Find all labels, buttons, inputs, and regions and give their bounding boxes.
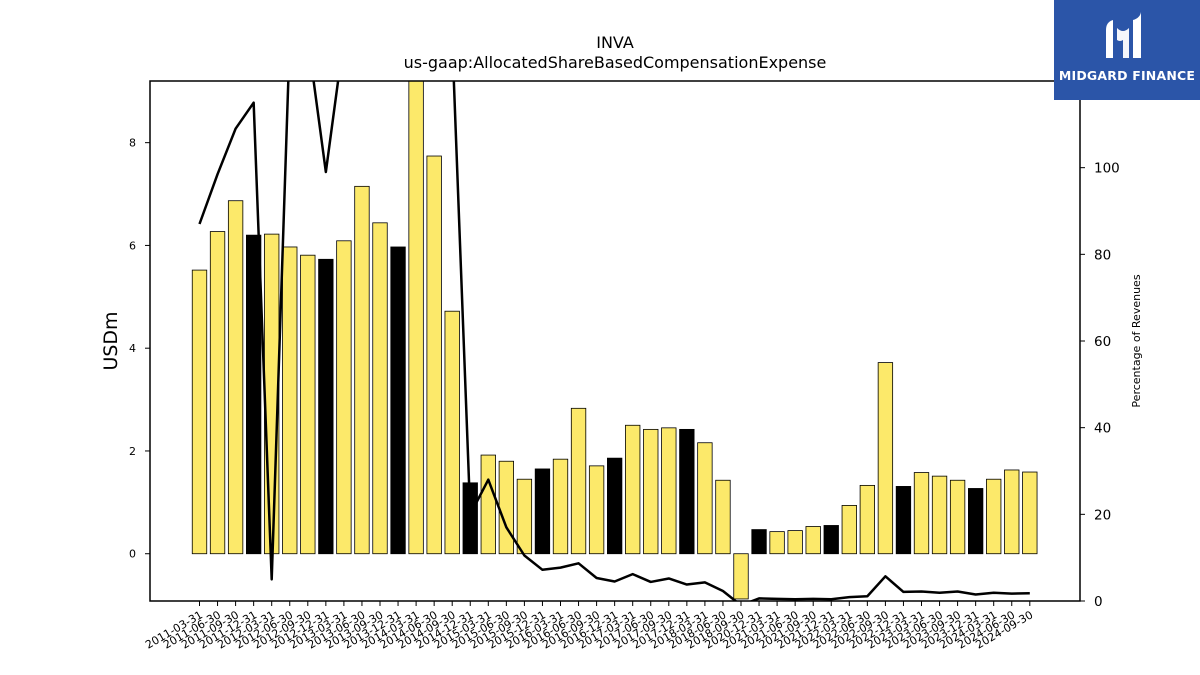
bar-2024-09-30: [1022, 471, 1038, 555]
bar-2018-09-30: [733, 553, 749, 600]
bar-2017-06-30: [643, 428, 659, 555]
bar-2014-09-30: [444, 310, 460, 555]
bar-2021-12-31: [823, 525, 839, 555]
bar-2022-06-30: [859, 484, 875, 555]
y2-tick-label: 60: [1094, 334, 1111, 350]
bar-2017-03-31: [625, 424, 641, 555]
bar-2015-12-31: [534, 468, 551, 555]
bar-2018-06-30: [715, 479, 731, 555]
logo-text: MIDGARD FINANCE: [1058, 68, 1196, 83]
y2-tick-label: 100: [1094, 161, 1120, 177]
bar-2015-03-31: [480, 454, 496, 555]
bar-2021-06-30: [787, 530, 803, 555]
bar-2023-09-30: [949, 479, 966, 555]
bar-2014-06-30: [426, 155, 442, 555]
y-axis-left: 0 2 4 6 8: [129, 137, 150, 561]
bar-2013-03-31: [336, 240, 352, 555]
y2-tick-label: 20: [1094, 507, 1111, 523]
y2-tick-label: 40: [1094, 421, 1111, 437]
y2-tick-label: 80: [1094, 247, 1111, 263]
y2-tick-label: 0: [1094, 594, 1103, 610]
line-series: [198, 81, 1030, 601]
bar-2016-12-31: [607, 457, 623, 555]
y-axis-label: USDm: [100, 311, 122, 370]
bar-2011-06-30: [209, 231, 226, 555]
bar-2021-03-31: [769, 531, 785, 555]
chart-title: INVA: [596, 33, 634, 52]
bar-2024-06-30: [1004, 469, 1020, 555]
bar-2022-03-31: [841, 505, 857, 555]
bar-2018-03-31: [697, 442, 713, 555]
midgard-logo-icon: [1106, 12, 1141, 58]
bar-2012-12-31: [318, 258, 334, 555]
bar-2011-09-30: [227, 200, 244, 555]
y-axis-right: 0 20 40 60 80 100: [1080, 161, 1120, 610]
bar-2023-03-31: [913, 472, 930, 555]
bar-2014-03-31: [408, 81, 424, 555]
bar-2022-09-30: [877, 362, 894, 555]
y-tick-label: 4: [129, 342, 136, 355]
bar-2016-09-30: [588, 465, 605, 555]
x-axis: 2011-03-312011-06-302011-09-302011-12-31…: [143, 601, 1035, 652]
y-tick-label: 6: [129, 239, 136, 252]
bar-2011-03-31: [191, 269, 208, 555]
bar-2016-03-31: [552, 458, 569, 555]
bar-2013-09-30: [372, 222, 388, 555]
bar-2023-12-31: [968, 488, 984, 555]
bar-2016-06-30: [570, 407, 587, 555]
bar-2022-12-31: [895, 486, 912, 555]
bar-2013-12-31: [390, 246, 406, 555]
bar-2024-03-31: [986, 478, 1002, 555]
bar-2015-06-30: [498, 460, 515, 555]
bar-2023-06-30: [931, 475, 948, 555]
bar-2011-12-31: [245, 234, 262, 555]
bar-2017-09-30: [661, 427, 677, 555]
bar-2020-12-31: [751, 529, 767, 555]
y-tick-label: 0: [129, 548, 136, 561]
bar-2012-09-30: [300, 254, 316, 555]
bar-2013-06-30: [354, 185, 370, 555]
bar-2021-09-30: [805, 526, 821, 555]
bar-2012-06-30: [282, 246, 298, 555]
percentage-line: [198, 81, 1030, 601]
brand-logo: MIDGARD FINANCE: [1054, 0, 1200, 100]
y-tick-label: 8: [129, 137, 136, 150]
bar-2017-12-31: [679, 428, 695, 555]
y-tick-label: 2: [129, 445, 136, 458]
bar-2015-09-30: [516, 478, 533, 555]
bar-series: [191, 81, 1038, 600]
chart-subtitle: us-gaap:AllocatedShareBasedCompensationE…: [404, 53, 827, 72]
y2-axis-label: Percentage of Revenues: [1130, 274, 1143, 407]
